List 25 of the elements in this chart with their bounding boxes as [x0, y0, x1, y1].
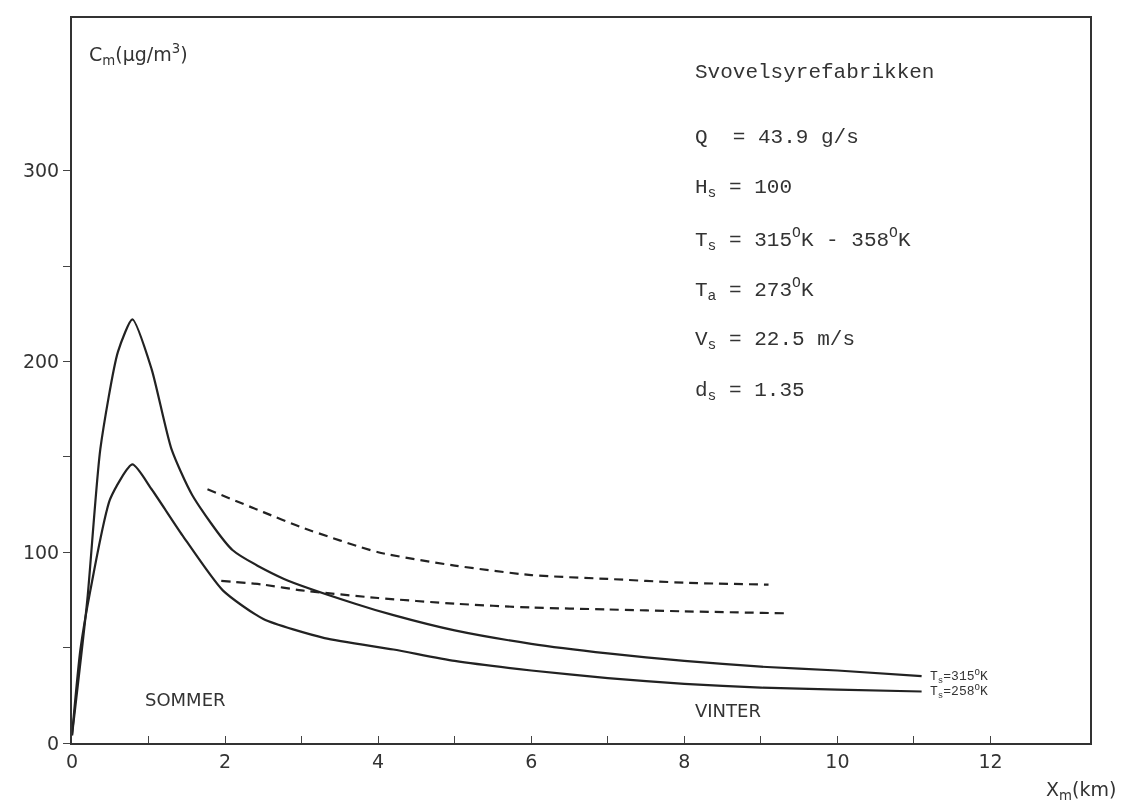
annotation: T$_{a}$ = 273$^{O}$K: [695, 275, 814, 305]
annotation: SOMMER: [145, 689, 226, 710]
x-axis-title: X$_{m}$(km): [1046, 778, 1117, 803]
x-tick-label: 8: [678, 749, 691, 772]
annotation: d$_{s}$ = 1.35: [695, 379, 805, 405]
annotation: T$_{s}$ = 315$^{O}$K - 358$^{O}$K: [695, 225, 911, 255]
x-tick-label: 2: [219, 749, 232, 772]
annotation: V$_{s}$ = 22.5 m/s: [695, 328, 856, 354]
annotation: H$_{s}$ = 100: [695, 176, 793, 202]
x-tick-label: 10: [825, 749, 850, 772]
y-tick-label: 300: [22, 159, 60, 182]
annotation: Q = 43.9 g/s: [695, 126, 859, 149]
y-tick-label: 0: [47, 731, 60, 754]
y-axis-title: C$_{m}$(µg/m$^{3}$): [89, 41, 188, 68]
x-tick-label: 6: [525, 749, 538, 772]
x-tick-label: 12: [978, 749, 1003, 772]
line-series: [220, 579, 785, 615]
x-tick-label: 0: [65, 749, 79, 772]
text: Svovelsyrefabrikken: [695, 61, 935, 84]
series-label: T$_{s}$=258$^{O}$K: [930, 682, 988, 702]
x-tick-label: 4: [372, 749, 385, 772]
y-tick-label: 100: [22, 540, 60, 563]
y-tick-label: 200: [22, 350, 60, 373]
line-series: [206, 488, 770, 586]
annotation: VINTER: [695, 700, 761, 721]
